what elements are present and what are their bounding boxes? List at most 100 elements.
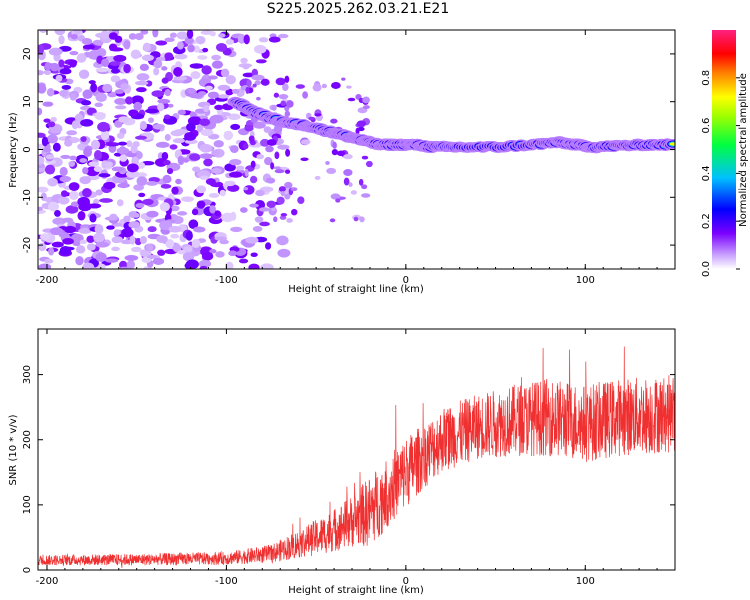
spectrogram-cell: [79, 176, 91, 185]
spectrogram-cell: [43, 118, 51, 123]
spectrogram-cell: [209, 114, 224, 124]
spectrogram-cell: [273, 216, 278, 223]
spectrogram-cell: [166, 167, 174, 175]
spectrogram-cell: [207, 91, 220, 99]
spectrogram-cell: [116, 199, 124, 207]
spectrogram-cell: [80, 100, 92, 106]
spectrogram-cell: [69, 59, 77, 68]
colorbar-tick-label: 0.6: [701, 118, 712, 134]
spectrogram-cell: [110, 68, 121, 74]
spectrogram-cell: [51, 241, 64, 248]
spectrogram-cell: [47, 201, 59, 212]
spectrogram-cell: [341, 77, 346, 81]
spectrogram-cell: [278, 186, 286, 192]
spectrogram-cell: [362, 96, 370, 104]
spectrogram-cell: [200, 128, 214, 137]
spectrogram-cell: [197, 91, 207, 96]
spectrogram-cell: [49, 62, 60, 72]
spectrogram-cell: [243, 187, 249, 191]
spectrogram-cell: [346, 85, 352, 89]
spectrogram-cell: [169, 144, 178, 150]
spectrogram-cell: [168, 225, 182, 233]
spectrogram-cell: [106, 225, 115, 230]
spectrogram-cell: [38, 70, 44, 76]
spectrogram-cell: [94, 112, 106, 121]
spectrogram-cell: [40, 233, 50, 241]
spectrogram-cell: [314, 175, 321, 180]
spectrogram-cell: [186, 122, 196, 132]
spectrogram-cell: [139, 249, 152, 258]
spectrogram-cell: [164, 52, 174, 61]
spectrogram-cell: [116, 132, 125, 139]
spectrogram-cell: [209, 31, 216, 37]
spectrogram-cell: [95, 189, 103, 196]
spectrogram-cell: [271, 207, 276, 212]
spectrogram-cell: [190, 71, 201, 80]
spectrogram-cell: [175, 178, 182, 185]
spectrogram-cell: [284, 75, 290, 83]
spectrogram-cell: [198, 259, 212, 268]
spectrogram-cell: [157, 98, 171, 104]
spectrogram-cell: [130, 49, 141, 60]
spectrogram-cell: [231, 88, 240, 94]
spectrogram-cell: [276, 235, 289, 246]
spectrogram-cell: [117, 141, 128, 146]
spectrogram-cell: [89, 213, 97, 223]
spectrogram-ylabel: Frequency (Hz): [8, 112, 19, 188]
spectrogram-cell: [128, 211, 138, 219]
spectrogram-ytick-label: 10: [22, 95, 33, 108]
spectrogram-xlabel: Height of straight line (km): [288, 284, 424, 295]
spectrogram-cell: [243, 34, 250, 45]
spectrogram-cell: [185, 259, 199, 269]
spectrogram-cell: [278, 33, 289, 39]
snr-marks: [38, 346, 675, 568]
spectrogram-cell: [45, 154, 55, 160]
spectrogram-cell: [145, 108, 160, 114]
spectrogram-cell: [204, 85, 213, 90]
spectrogram-cell: [128, 109, 139, 117]
spectrogram-cell: [196, 200, 206, 209]
spectrogram-cell: [141, 54, 154, 62]
spectrogram-cell: [152, 123, 165, 130]
spectrogram-cell: [155, 40, 168, 46]
spectrogram-cell: [161, 66, 168, 71]
spectrogram-cell: [52, 142, 61, 152]
spectrogram-cell: [312, 83, 322, 92]
spectrogram-cell: [80, 136, 87, 143]
spectrogram-marks: [38, 30, 675, 269]
spectrogram-cell: [193, 226, 206, 233]
spectrogram-cell: [255, 189, 265, 197]
spectrogram-xtick-label: 100: [576, 275, 595, 286]
spectrogram-cell: [274, 169, 285, 174]
spectrogram-cell: [230, 226, 243, 233]
snr-frame: [37, 328, 676, 571]
spectrogram-cell: [129, 235, 136, 245]
spectrogram-cell: [44, 258, 54, 264]
spectrogram-cell: [343, 169, 353, 177]
spectrogram-cell: [211, 150, 220, 157]
spectrogram-cell: [128, 221, 140, 229]
spectrogram-ytick-label: 20: [22, 48, 33, 61]
spectrogram-cell: [169, 205, 180, 212]
spectrogram-cell: [59, 89, 69, 97]
spectrogram-cell: [165, 239, 175, 249]
spectrogram-cell: [95, 92, 107, 103]
spectrogram-cell: [71, 120, 79, 130]
spectrogram-cell: [211, 60, 224, 69]
spectrogram-cell: [254, 80, 261, 86]
spectrogram-cell: [64, 139, 73, 147]
spectrogram-cell: [203, 158, 213, 167]
spectrogram-cell: [244, 124, 254, 132]
spectrogram-cell: [300, 157, 309, 162]
spectrogram-cell: [173, 75, 187, 81]
spectrogram-cell: [256, 96, 261, 101]
snr-xtick-label: -100: [215, 576, 238, 587]
spectrogram-cell: [79, 239, 88, 245]
spectrogram-cell: [58, 35, 65, 45]
spectrogram-cell: [191, 208, 199, 216]
spectrogram-cell: [131, 95, 144, 106]
spectrogram-cell: [249, 203, 259, 208]
spectrogram-cell: [274, 151, 280, 160]
spectrogram-cell: [211, 54, 222, 61]
spectrogram-cell: [183, 246, 193, 253]
